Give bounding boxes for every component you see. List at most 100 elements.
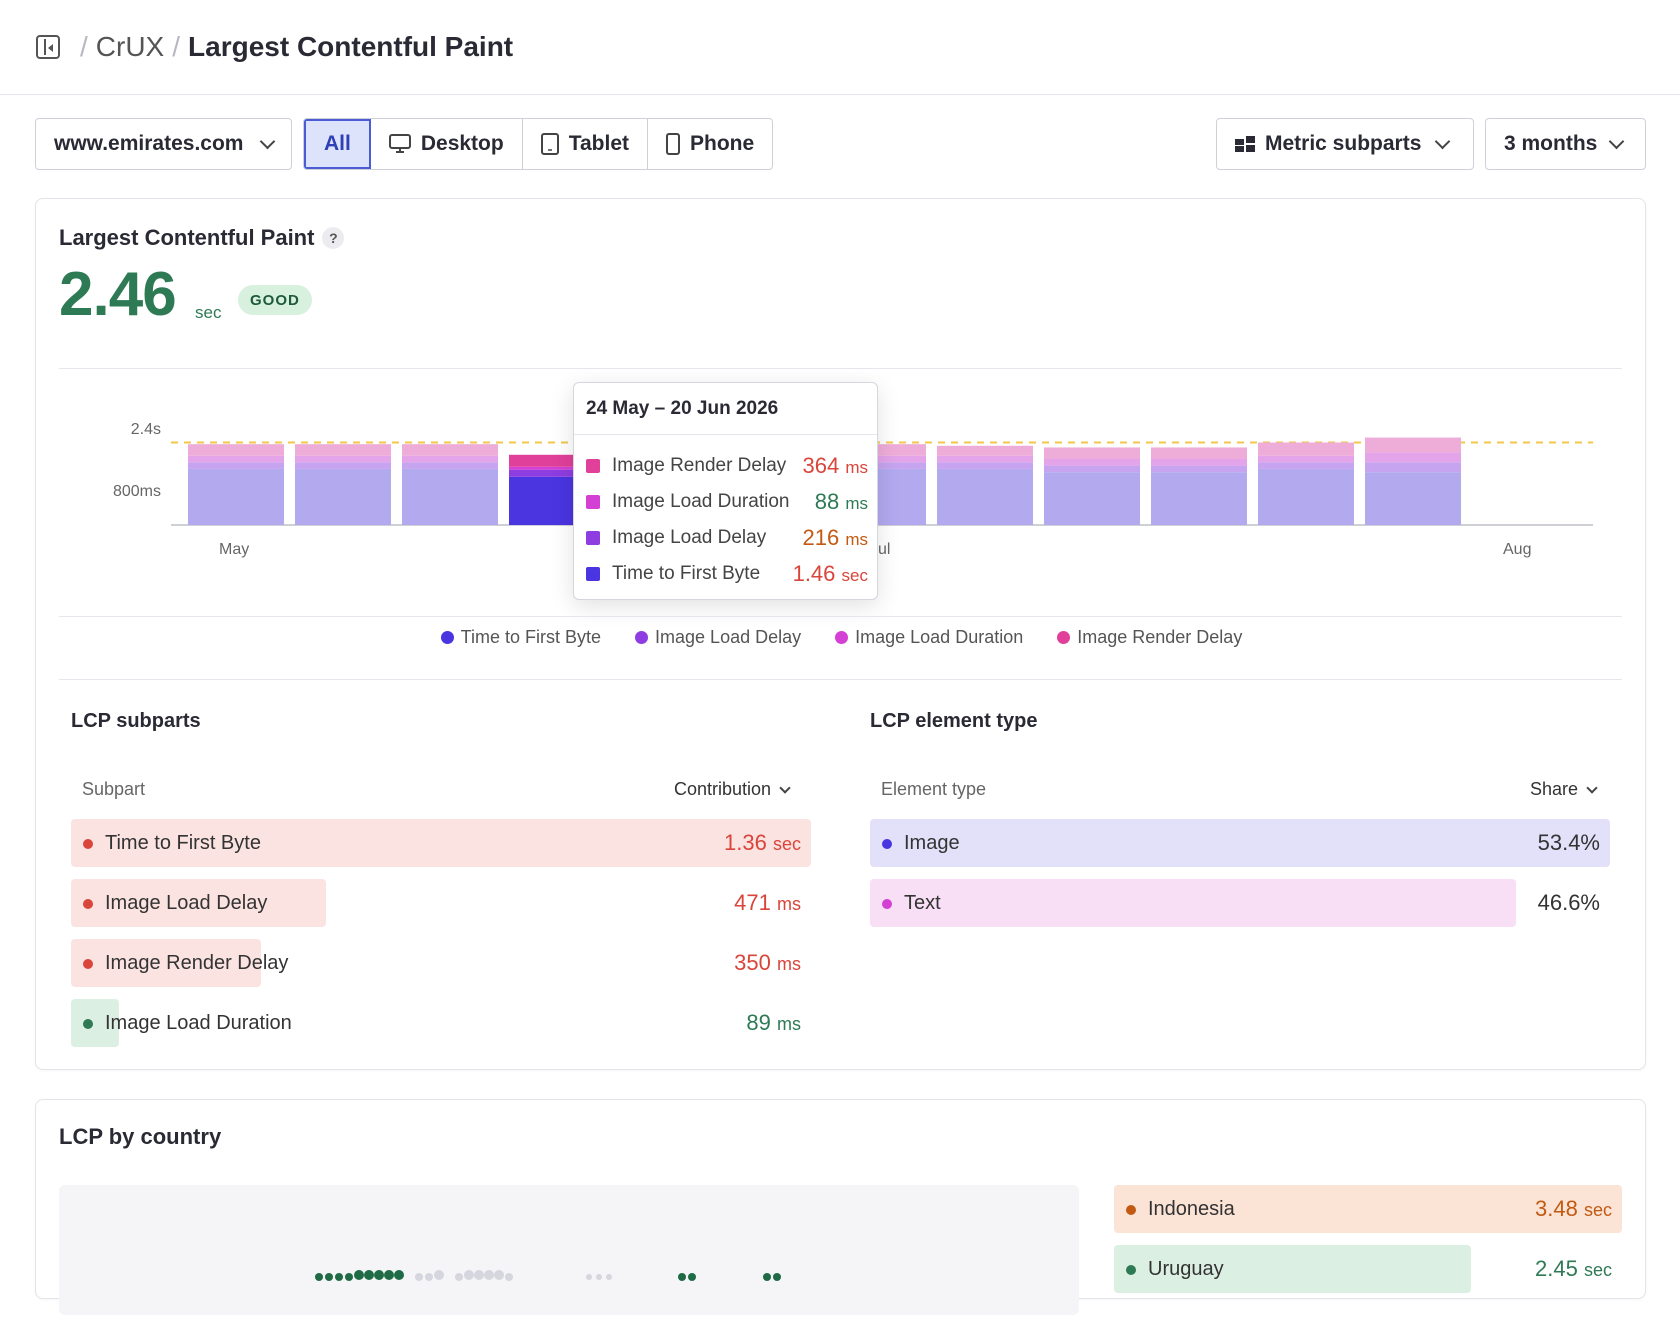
bar-segment-render[interactable] (402, 444, 498, 456)
legend-item[interactable]: Image Load Delay (635, 627, 801, 648)
bar-segment-load_delay[interactable] (1258, 462, 1354, 469)
country-bar (1114, 1185, 1622, 1233)
lcp-card: Largest Contentful Paint? 2.46 sec GOOD … (35, 198, 1646, 1070)
contribution-sort-button[interactable]: Contribution (674, 779, 791, 800)
legend-dot (440, 631, 454, 644)
bar-segment-load_dur[interactable] (830, 455, 926, 463)
bar-segment-render[interactable] (1365, 437, 1461, 453)
bar-segment-ttfb[interactable] (188, 468, 284, 525)
country-value: 2.45 sec (1535, 1256, 1612, 1281)
bar-segment-render[interactable] (937, 445, 1033, 456)
subpart-value: 471 ms (734, 890, 801, 915)
subpart-bar (71, 939, 261, 987)
bar-segment-load_delay[interactable] (1151, 465, 1247, 473)
legend-item[interactable]: Time to First Byte (440, 627, 602, 648)
country-value: 3.48 sec (1535, 1196, 1612, 1221)
country-row[interactable]: Uruguay 2.45 sec (1114, 1245, 1622, 1293)
share-label: Share (1530, 779, 1579, 799)
bar-segment-load_delay[interactable] (402, 462, 498, 469)
element-type-label: Text (870, 892, 941, 915)
country-card: LCP by country Indonesia 3.48 sec Urugua… (35, 1099, 1646, 1315)
chart-legend: Time to First Byte Image Load Delay Imag… (36, 627, 1647, 648)
bar-segment-ttfb[interactable] (295, 468, 391, 525)
bar-segment-load_dur[interactable] (937, 455, 1033, 463)
bar-segment-render[interactable] (295, 444, 391, 456)
legend-item[interactable]: Image Render Delay (1057, 627, 1242, 648)
chevron-down-icon (1609, 133, 1625, 149)
tooltip-value: 364 ms (802, 453, 868, 478)
top-bar: / CrUX / Largest Contentful Paint (0, 0, 1680, 95)
x-tick-label: May (219, 541, 250, 558)
bar-segment-load_delay[interactable] (295, 462, 391, 469)
tooltip-label: Image Render Delay (612, 455, 787, 476)
bar-segment-ttfb[interactable] (402, 468, 498, 525)
breadcrumb-separator: / (172, 31, 181, 62)
subpart-bar (71, 999, 119, 1047)
device-all-button[interactable]: All (304, 119, 371, 169)
bar-segment-load_dur[interactable] (188, 455, 284, 463)
device-phone-button[interactable]: Phone (648, 119, 772, 169)
legend-label: Time to First Byte (460, 627, 602, 647)
help-icon[interactable]: ? (322, 227, 345, 249)
device-tablet-button[interactable]: Tablet (523, 119, 648, 169)
subparts-title: LCP subparts (71, 710, 201, 732)
tooltip-row: Image Render Delay 364 ms (586, 453, 868, 478)
country-map[interactable] (59, 1185, 1079, 1315)
tablet-icon (540, 133, 559, 155)
bar-segment-load_dur[interactable] (1365, 452, 1461, 463)
country-label: Indonesia (1114, 1198, 1235, 1221)
tooltip-value: 216 ms (802, 525, 868, 550)
bar-segment-load_dur[interactable] (1151, 459, 1247, 466)
device-desktop-button[interactable]: Desktop (371, 119, 523, 169)
bar-segment-render[interactable] (188, 444, 284, 456)
bar-segment-load_delay[interactable] (937, 462, 1033, 469)
site-select-label: www.emirates.com (54, 132, 244, 155)
bar-segment-render[interactable] (1044, 447, 1140, 459)
bar-segment-ttfb[interactable] (1151, 472, 1247, 525)
bar-segment-load_delay[interactable] (509, 469, 605, 477)
status-badge: GOOD (238, 285, 312, 315)
range-select-label: 3 months (1504, 132, 1598, 155)
bar-segment-render[interactable] (1151, 447, 1247, 459)
bar-segment-ttfb[interactable] (1365, 472, 1461, 525)
subpart-label: Image Render Delay (71, 952, 288, 975)
subpart-label: Time to First Byte (71, 832, 261, 855)
tooltip-row: Time to First Byte 1.46 sec (586, 561, 868, 586)
element-type-row[interactable]: Text 46.6% (870, 879, 1610, 927)
bar-segment-render[interactable] (830, 444, 926, 456)
tooltip-date: 24 May – 20 Jun 2026 (574, 383, 877, 435)
swatch (586, 531, 600, 545)
legend-dot (835, 631, 849, 644)
subpart-row[interactable]: Image Load Duration 89 ms (71, 999, 811, 1047)
range-select[interactable]: 3 months (1485, 118, 1646, 170)
bar-segment-ttfb[interactable] (1044, 472, 1140, 525)
country-row[interactable]: Indonesia 3.48 sec (1114, 1185, 1622, 1233)
sidebar-toggle-icon[interactable] (36, 35, 60, 59)
bar-segment-load_dur[interactable] (1044, 459, 1140, 466)
subpart-row[interactable]: Time to First Byte 1.36 sec (71, 819, 811, 867)
device-all-label: All (324, 132, 351, 155)
legend-item[interactable]: Image Load Duration (835, 627, 1023, 648)
bar-segment-ttfb[interactable] (1258, 468, 1354, 525)
share-sort-button[interactable]: Share (1530, 779, 1598, 800)
bar-segment-load_dur[interactable] (509, 466, 605, 470)
bar-segment-load_dur[interactable] (1258, 455, 1354, 463)
breadcrumb-root[interactable]: CrUX (95, 31, 165, 62)
y-tick-label: 800ms (112, 483, 161, 500)
view-select[interactable]: Metric subparts (1216, 118, 1474, 170)
legend-label: Image Render Delay (1077, 627, 1243, 647)
bar-segment-load_delay[interactable] (830, 462, 926, 469)
site-select[interactable]: www.emirates.com (35, 118, 292, 170)
metric-title-text: Largest Contentful Paint (59, 225, 315, 250)
subpart-row[interactable]: Image Render Delay 350 ms (71, 939, 811, 987)
bar-segment-ttfb[interactable] (937, 468, 1033, 525)
subpart-row[interactable]: Image Load Delay 471 ms (71, 879, 811, 927)
bar-segment-load_dur[interactable] (295, 455, 391, 463)
subpart-label: Image Load Delay (71, 892, 267, 915)
bar-segment-load_delay[interactable] (188, 462, 284, 469)
bar-segment-load_delay[interactable] (1365, 462, 1461, 473)
bar-segment-load_delay[interactable] (1044, 465, 1140, 473)
bar-segment-render[interactable] (1258, 442, 1354, 456)
bar-segment-load_dur[interactable] (402, 455, 498, 463)
element-type-row[interactable]: Image 53.4% (870, 819, 1610, 867)
